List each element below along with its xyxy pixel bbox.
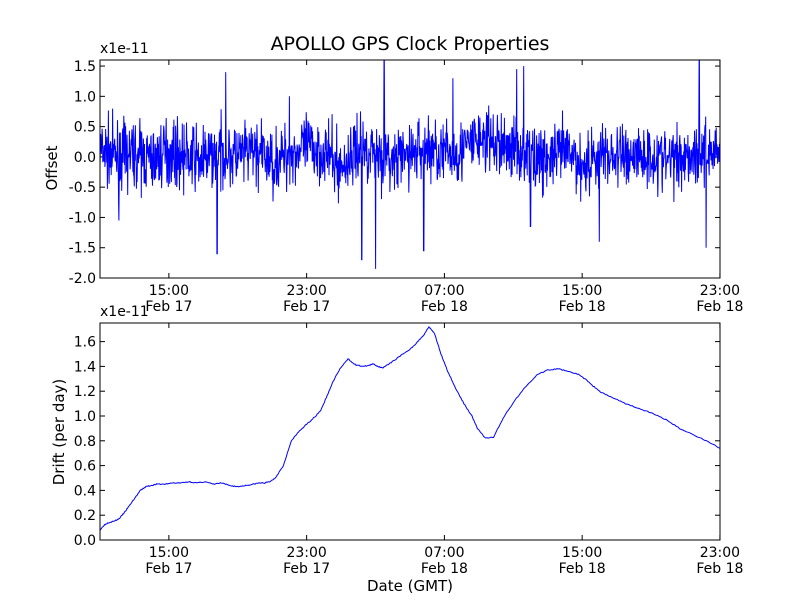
drift-xtick-date: Feb 18 [421,561,468,577]
drift-xtick-date: Feb 18 [696,561,743,577]
offset-axes-frame [99,59,721,279]
drift-ytick-label: 0.6 [74,459,96,475]
drift-scale-label: x1e-11 [100,304,149,320]
drift-ylabel: Drift (per day) [50,379,68,486]
drift-xtick-time: 15:00 [562,545,602,561]
drift-ytick-label: 0.2 [74,508,96,524]
drift-axes-frame [99,322,721,541]
offset-ylabel: Offset [43,145,61,190]
offset-series-line [100,60,720,269]
offset-xtick-date: Feb 17 [145,299,192,315]
offset-xtick-date: Feb 18 [559,299,606,315]
offset-ytick-label: 1.5 [74,59,96,75]
offset-ytick-label: 0.0 [74,150,96,166]
drift-xtick-time: 23:00 [286,545,326,561]
offset-ytick-label: -0.5 [69,180,96,196]
drift-ytick-label: 1.6 [74,335,96,351]
offset-ytick-label: 0.5 [74,120,96,136]
drift-xtick-time: 07:00 [424,545,464,561]
offset-xtick-time: 23:00 [700,283,740,299]
drift-xtick-date: Feb 17 [145,561,192,577]
drift-ytick-label: 1.4 [74,359,96,375]
drift-axes: x1e-11 Drift (per day) Date (GMT) 0.0 0.2… [50,304,743,595]
offset-xtick-time: 15:00 [149,283,189,299]
offset-xtick-date: Feb 18 [421,299,468,315]
drift-xlabel: Date (GMT) [367,577,453,595]
offset-axes: x1e-11 Offset -2.0 -1.5 -1.0 -0.5 0.0 0.5 1.0 1… [43,41,743,315]
chart-title: APOLLO GPS Clock Properties [271,33,550,55]
offset-ytick-label: -1.5 [69,241,96,257]
drift-ytick-label: 0.4 [74,483,96,499]
offset-xtick-date: Feb 18 [696,299,743,315]
drift-ytick-label: 1.2 [74,384,96,400]
offset-xtick-date: Feb 17 [283,299,330,315]
offset-xtick-time: 07:00 [424,283,464,299]
offset-ytick-label: -2.0 [69,271,96,287]
offset-ytick-label: 1.0 [74,89,96,105]
drift-series-line [100,325,720,531]
drift-xtick-date: Feb 17 [283,561,330,577]
drift-xtick-time: 15:00 [149,545,189,561]
drift-ytick-label: 1.0 [74,409,96,425]
offset-xtick-time: 15:00 [562,283,602,299]
offset-xtick-time: 23:00 [286,283,326,299]
drift-xtick-date: Feb 18 [559,561,606,577]
offset-ytick-label: -1.0 [69,210,96,226]
drift-ytick-label: 0.0 [74,533,96,549]
drift-ytick-label: 0.8 [74,434,96,450]
drift-xtick-time: 23:00 [700,545,740,561]
offset-scale-label: x1e-11 [100,41,149,57]
